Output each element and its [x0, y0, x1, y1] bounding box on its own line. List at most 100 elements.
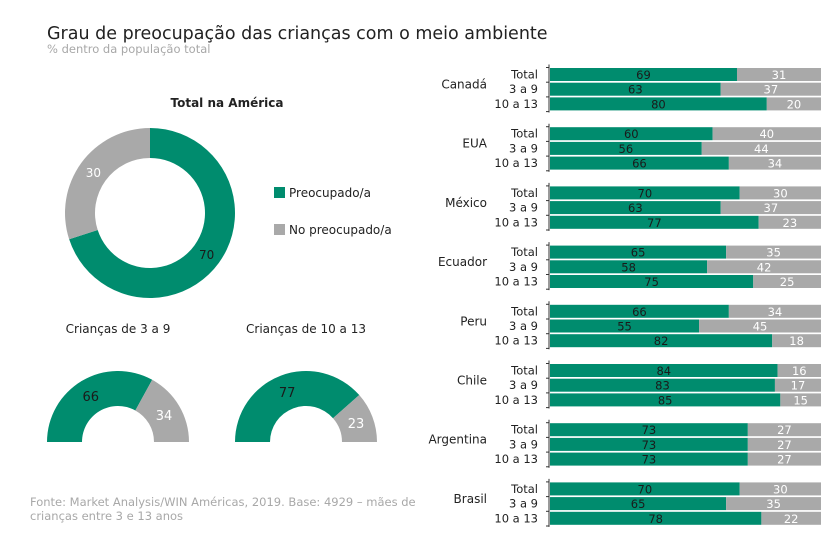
bar-preocupado: [550, 260, 708, 274]
bar-label-preocupado: 58: [621, 260, 636, 274]
row-label: 10 a 13: [494, 393, 538, 407]
row-label: 3 a 9: [509, 319, 538, 333]
bar-nao-preocupado: [747, 452, 821, 466]
half-donut-slice-label: 23: [348, 417, 365, 432]
bar-preocupado: [550, 245, 727, 259]
bar-label-preocupado: 69: [636, 68, 651, 82]
donut-title: Total na América: [171, 96, 284, 110]
country-label: Argentina: [428, 433, 487, 447]
bar-label-preocupado: 60: [624, 127, 639, 141]
row-label: Total: [510, 482, 538, 496]
legend-swatch: [274, 187, 285, 198]
row-label: 10 a 13: [494, 156, 538, 170]
bar-label-preocupado: 73: [642, 453, 657, 467]
half-donut-slice-label: 77: [279, 386, 296, 401]
bar-preocupado: [550, 482, 740, 496]
country-label: EUA: [462, 137, 487, 151]
bar-nao-preocupado: [777, 364, 821, 377]
bar-label-preocupado: 83: [655, 379, 670, 393]
bar-preocupado: [550, 97, 767, 111]
bar-nao-preocupado: [739, 186, 821, 200]
bar-label-nao-preocupado: 25: [780, 275, 795, 289]
bar-label-preocupado: 65: [631, 497, 646, 511]
bar-nao-preocupado: [707, 260, 821, 274]
bar-nao-preocupado: [720, 201, 821, 215]
row-label: 10 a 13: [494, 275, 538, 289]
country-label: Ecuador: [438, 255, 487, 269]
bar-label-nao-preocupado: 35: [766, 497, 781, 511]
chart-subtitle: % dentro da população total: [47, 42, 211, 56]
bar-preocupado: [550, 82, 721, 96]
bar-label-nao-preocupado: 30: [773, 482, 788, 496]
bar-label-preocupado: 63: [628, 201, 643, 215]
source-note: Fonte: Market Analysis/WIN Américas, 201…: [30, 495, 416, 523]
bar-label-preocupado: 56: [619, 142, 634, 156]
bar-label-nao-preocupado: 31: [772, 68, 787, 82]
bar-preocupado: [550, 275, 754, 288]
half-donut-slice: [47, 371, 153, 442]
bar-label-nao-preocupado: 15: [793, 393, 808, 407]
bar-preocupado: [550, 423, 748, 437]
bar-label-nao-preocupado: 27: [777, 438, 792, 452]
bar-label-preocupado: 75: [644, 275, 659, 289]
row-label: 3 a 9: [509, 260, 538, 274]
row-label: Total: [510, 186, 538, 200]
country-label: Canadá: [441, 78, 487, 92]
row-label: Total: [510, 364, 538, 378]
bar-label-nao-preocupado: 34: [768, 305, 783, 319]
donut-slice: [69, 128, 236, 298]
bar-label-nao-preocupado: 37: [764, 83, 779, 97]
bar-nao-preocupado: [753, 275, 821, 288]
bar-label-nao-preocupado: 18: [789, 334, 804, 348]
chart-title: Grau de preocupação das crianças com o m…: [47, 24, 548, 44]
bar-nao-preocupado: [728, 156, 821, 170]
bar-label-nao-preocupado: 16: [792, 364, 807, 378]
bar-label-nao-preocupado: 35: [766, 246, 781, 260]
bar-preocupado: [550, 334, 773, 348]
bar-nao-preocupado: [726, 497, 821, 511]
bar-nao-preocupado: [772, 334, 821, 348]
bar-label-preocupado: 66: [632, 305, 647, 319]
bar-nao-preocupado: [747, 423, 821, 437]
legend-label: Preocupado/a: [289, 186, 371, 200]
half-donut-title: Crianças de 10 a 13: [246, 322, 366, 336]
row-label: 3 a 9: [509, 82, 538, 96]
bar-label-preocupado: 63: [628, 83, 643, 97]
bar-label-preocupado: 78: [648, 512, 663, 526]
bar-label-nao-preocupado: 23: [783, 216, 798, 230]
country-label: Brasil: [454, 492, 487, 506]
row-label: Total: [510, 304, 538, 318]
bar-label-preocupado: 65: [631, 246, 646, 260]
bar-nao-preocupado: [780, 393, 821, 407]
bar-preocupado: [550, 141, 702, 155]
bar-preocupado: [550, 304, 729, 318]
bar-label-nao-preocupado: 44: [754, 142, 769, 156]
bar-label-preocupado: 66: [632, 157, 647, 171]
bar-preocupado: [550, 393, 781, 407]
bar-label-nao-preocupado: 37: [764, 201, 779, 215]
half-donut-slice: [235, 371, 360, 442]
bar-nao-preocupado: [739, 482, 821, 496]
row-label: 10 a 13: [494, 334, 538, 348]
bar-label-preocupado: 84: [656, 364, 671, 378]
bar-label-preocupado: 82: [654, 334, 669, 348]
bar-label-preocupado: 70: [638, 186, 653, 200]
bar-nao-preocupado: [701, 141, 821, 155]
donut-slice: [64, 128, 150, 240]
bar-preocupado: [550, 452, 748, 466]
row-label: Total: [510, 127, 538, 141]
legend-swatch: [274, 224, 285, 235]
bar-preocupado: [550, 68, 737, 81]
bar-label-nao-preocupado: 17: [791, 379, 806, 393]
bar-nao-preocupado: [747, 437, 821, 451]
row-label: Total: [510, 68, 538, 82]
bar-label-nao-preocupado: 20: [787, 97, 802, 111]
row-label: 3 a 9: [509, 497, 538, 511]
bar-label-nao-preocupado: 22: [784, 512, 799, 526]
bar-label-nao-preocupado: 30: [773, 186, 788, 200]
bar-label-nao-preocupado: 45: [753, 320, 768, 334]
bar-nao-preocupado: [766, 97, 821, 111]
donut-slice-label: 70: [199, 248, 214, 262]
